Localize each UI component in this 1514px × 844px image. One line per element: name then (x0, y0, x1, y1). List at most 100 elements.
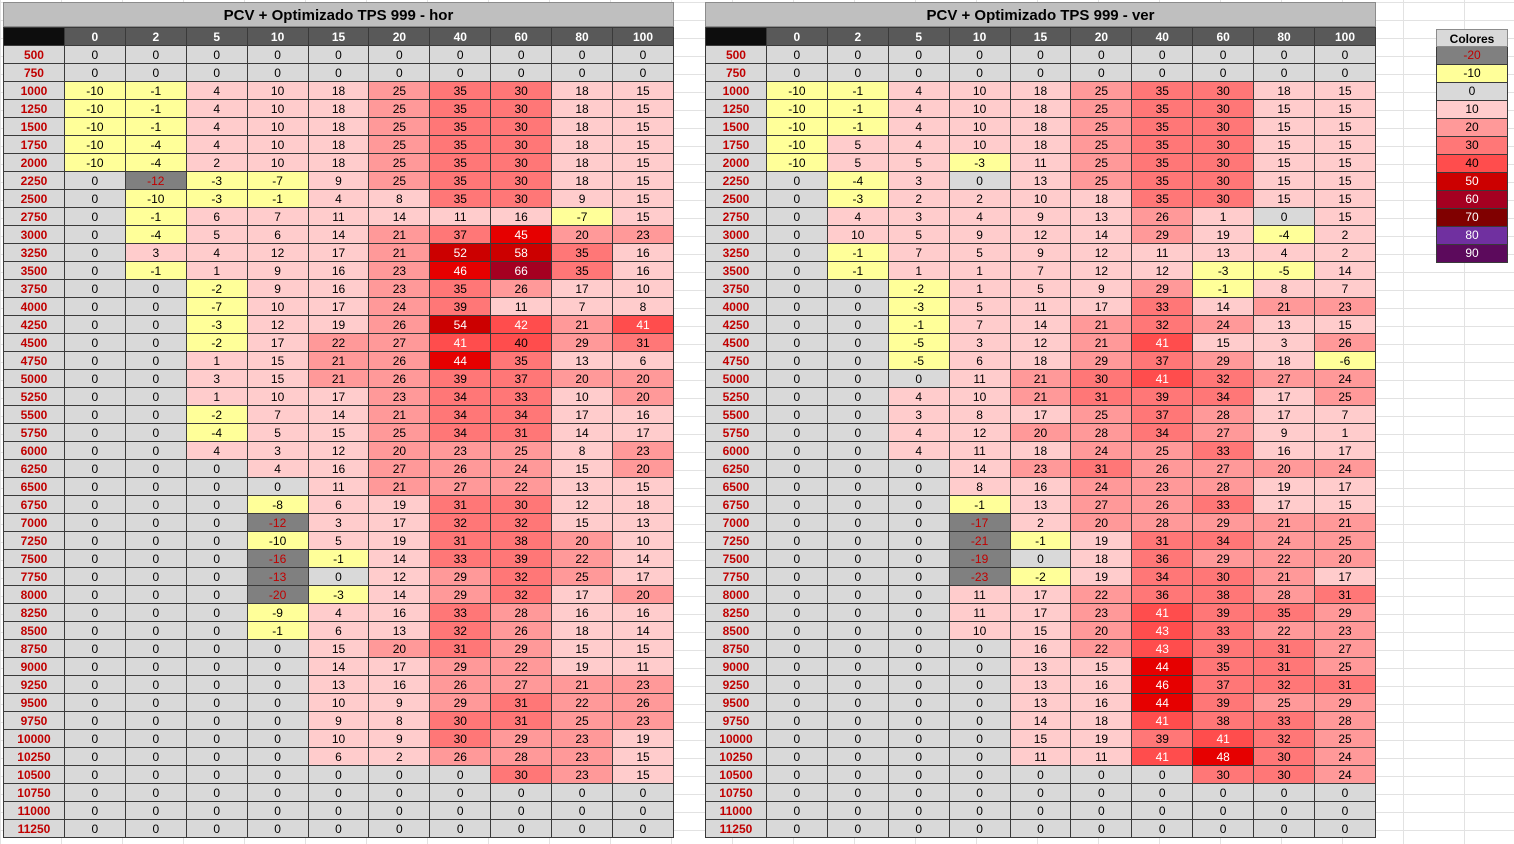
table-cell[interactable]: 15 (1313, 189, 1377, 208)
table-cell[interactable]: 22 (307, 333, 370, 352)
table-cell[interactable]: 18 (307, 81, 370, 100)
table-cell[interactable]: 23 (612, 225, 674, 244)
table-cell[interactable]: 31 (490, 423, 553, 442)
table-cell[interactable]: -10 (63, 135, 126, 154)
table-cell[interactable]: 0 (1070, 765, 1133, 784)
table-cell[interactable]: 0 (1131, 765, 1194, 784)
table-cell[interactable]: 0 (368, 63, 431, 82)
table-cell[interactable]: 0 (765, 387, 828, 406)
table-cell[interactable]: 19 (1192, 225, 1255, 244)
row-label[interactable]: 7000 (705, 513, 767, 532)
table-cell[interactable]: 0 (826, 567, 889, 586)
table-cell[interactable]: 6 (307, 747, 370, 766)
table-cell[interactable]: 0 (1009, 765, 1072, 784)
table-cell[interactable]: 0 (765, 351, 828, 370)
table-cell[interactable]: 16 (368, 675, 431, 694)
table-cell[interactable]: 29 (429, 585, 492, 604)
row-label[interactable]: 8000 (705, 585, 767, 604)
table-cell[interactable]: 15 (246, 369, 309, 388)
table-cell[interactable]: 0 (551, 63, 613, 82)
table-cell[interactable]: 9 (1009, 207, 1072, 226)
table-cell[interactable]: 0 (1192, 783, 1255, 802)
table-cell[interactable]: 3 (124, 243, 187, 262)
table-cell[interactable]: -1 (948, 495, 1011, 514)
table-cell[interactable]: 0 (63, 477, 126, 496)
table-cell[interactable]: 30 (1070, 369, 1133, 388)
table-cell[interactable]: 0 (246, 729, 309, 748)
table-cell[interactable]: 24 (1070, 477, 1133, 496)
table-cell[interactable]: 35 (551, 243, 613, 262)
row-label[interactable]: 4000 (3, 297, 65, 316)
table-cell[interactable]: 23 (551, 765, 613, 784)
table-cell[interactable]: -5 (887, 351, 950, 370)
row-label[interactable]: 4750 (705, 351, 767, 370)
table-cell[interactable]: 0 (63, 459, 126, 478)
table-cell[interactable]: 11 (948, 369, 1011, 388)
table-cell[interactable]: -1 (124, 207, 187, 226)
table-cell[interactable]: 0 (368, 783, 431, 802)
table-cell[interactable]: 10 (948, 387, 1011, 406)
table-cell[interactable]: 25 (368, 423, 431, 442)
row-label[interactable]: 2000 (3, 153, 65, 172)
table-cell[interactable]: 10 (246, 135, 309, 154)
table-cell[interactable]: 0 (246, 747, 309, 766)
table-cell[interactable]: 14 (1313, 261, 1377, 280)
table-cell[interactable]: -20 (246, 585, 309, 604)
table-cell[interactable]: 0 (185, 603, 248, 622)
table-cell[interactable]: 0 (887, 63, 950, 82)
table-cell[interactable]: 17 (1009, 603, 1072, 622)
table-cell[interactable]: 0 (612, 819, 674, 838)
table-cell[interactable]: 0 (1009, 549, 1072, 568)
table-cell[interactable]: 6 (185, 207, 248, 226)
table-cell[interactable]: 0 (765, 747, 828, 766)
table-cell[interactable]: 7 (1313, 279, 1377, 298)
table-cell[interactable]: 0 (765, 333, 828, 352)
table-cell[interactable]: 35 (1131, 135, 1194, 154)
row-label[interactable]: 5000 (705, 369, 767, 388)
table-cell[interactable]: 0 (887, 657, 950, 676)
table-cell[interactable]: 37 (490, 369, 553, 388)
row-label[interactable]: 5000 (3, 369, 65, 388)
table-cell[interactable]: 0 (185, 513, 248, 532)
table-cell[interactable]: 0 (826, 441, 889, 460)
table-cell[interactable]: 15 (1313, 99, 1377, 118)
table-cell[interactable]: 54 (429, 315, 492, 334)
table-cell[interactable]: 0 (826, 45, 889, 64)
column-header[interactable]: 5 (185, 27, 248, 46)
row-label[interactable]: 4000 (705, 297, 767, 316)
table-cell[interactable]: 25 (368, 99, 431, 118)
table-cell[interactable]: 15 (1253, 153, 1315, 172)
table-cell[interactable]: 15 (612, 747, 674, 766)
row-label[interactable]: 1250 (705, 99, 767, 118)
table-cell[interactable]: 0 (63, 315, 126, 334)
table-cell[interactable]: 0 (124, 801, 187, 820)
row-label[interactable]: 9500 (3, 693, 65, 712)
table-cell[interactable]: 34 (429, 387, 492, 406)
table-cell[interactable]: 40 (490, 333, 553, 352)
table-cell[interactable]: 15 (1313, 171, 1377, 190)
table-cell[interactable]: 8 (368, 711, 431, 730)
table-cell[interactable]: 41 (1192, 729, 1255, 748)
table-cell[interactable]: 0 (1009, 63, 1072, 82)
table-cell[interactable]: 0 (1192, 801, 1255, 820)
table-cell[interactable]: 48 (1192, 747, 1255, 766)
table-cell[interactable]: 0 (63, 333, 126, 352)
table-cell[interactable]: 13 (551, 351, 613, 370)
table-cell[interactable]: 33 (1192, 495, 1255, 514)
table-cell[interactable]: 0 (246, 765, 309, 784)
table-cell[interactable]: 4 (887, 99, 950, 118)
table-cell[interactable]: 0 (765, 729, 828, 748)
table-cell[interactable]: 0 (1009, 819, 1072, 838)
table-cell[interactable]: 0 (124, 351, 187, 370)
table-cell[interactable]: 5 (1009, 279, 1072, 298)
row-label[interactable]: 10250 (705, 747, 767, 766)
table-cell[interactable]: 5 (948, 297, 1011, 316)
table-cell[interactable]: 17 (1313, 477, 1377, 496)
table-cell[interactable]: 29 (1131, 225, 1194, 244)
table-cell[interactable]: 15 (612, 135, 674, 154)
table-cell[interactable]: 5 (307, 531, 370, 550)
table-cell[interactable]: 0 (887, 459, 950, 478)
table-cell[interactable]: 14 (307, 225, 370, 244)
table-cell[interactable]: 15 (612, 639, 674, 658)
table-cell[interactable]: 33 (1131, 297, 1194, 316)
